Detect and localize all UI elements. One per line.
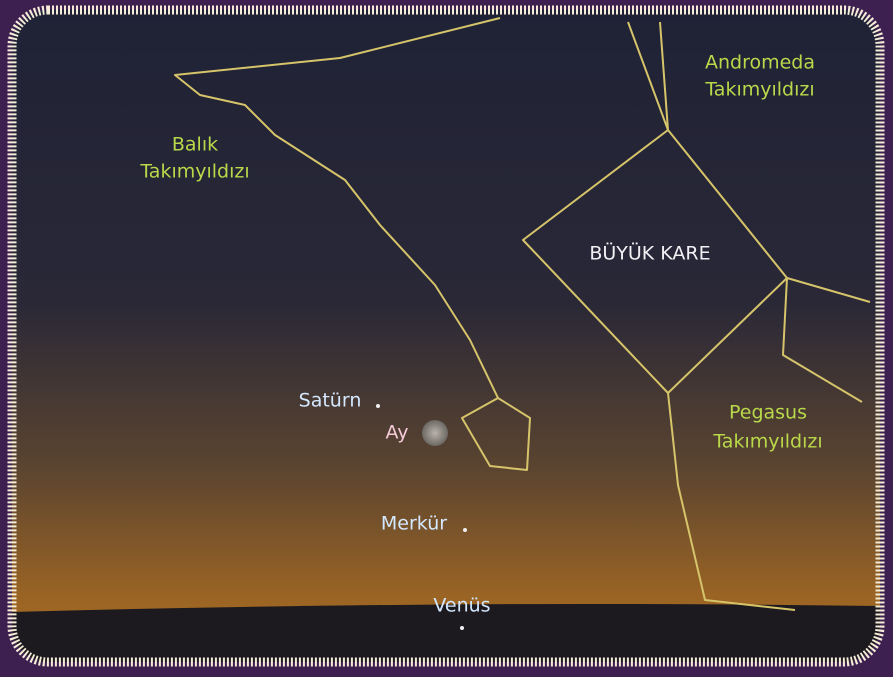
venus (460, 626, 464, 630)
planet-label: Satürn (299, 390, 362, 412)
sky (12, 10, 880, 662)
asterism-label: BÜYÜK KARE (589, 242, 710, 265)
constellation-label: Balık (172, 134, 218, 156)
moon-label: Ay (386, 422, 409, 444)
constellation-label: Andromeda (705, 52, 815, 74)
sky-gradient (12, 10, 880, 662)
saturn (376, 404, 380, 408)
page: Andromeda Takımyıldızı Balık Takımyıldız… (0, 0, 893, 677)
mercury (463, 528, 467, 532)
planet-label: Venüs (433, 595, 490, 617)
constellation-label: Takımyıldızı (704, 79, 814, 101)
moon (422, 420, 448, 446)
constellation-label: Takımyıldızı (139, 161, 249, 183)
constellation-label: Pegasus (729, 402, 807, 424)
planet-label: Merkür (381, 513, 447, 535)
constellation-label: Takımyıldızı (712, 431, 822, 453)
sky-illustration: Andromeda Takımyıldızı Balık Takımyıldız… (0, 0, 893, 677)
